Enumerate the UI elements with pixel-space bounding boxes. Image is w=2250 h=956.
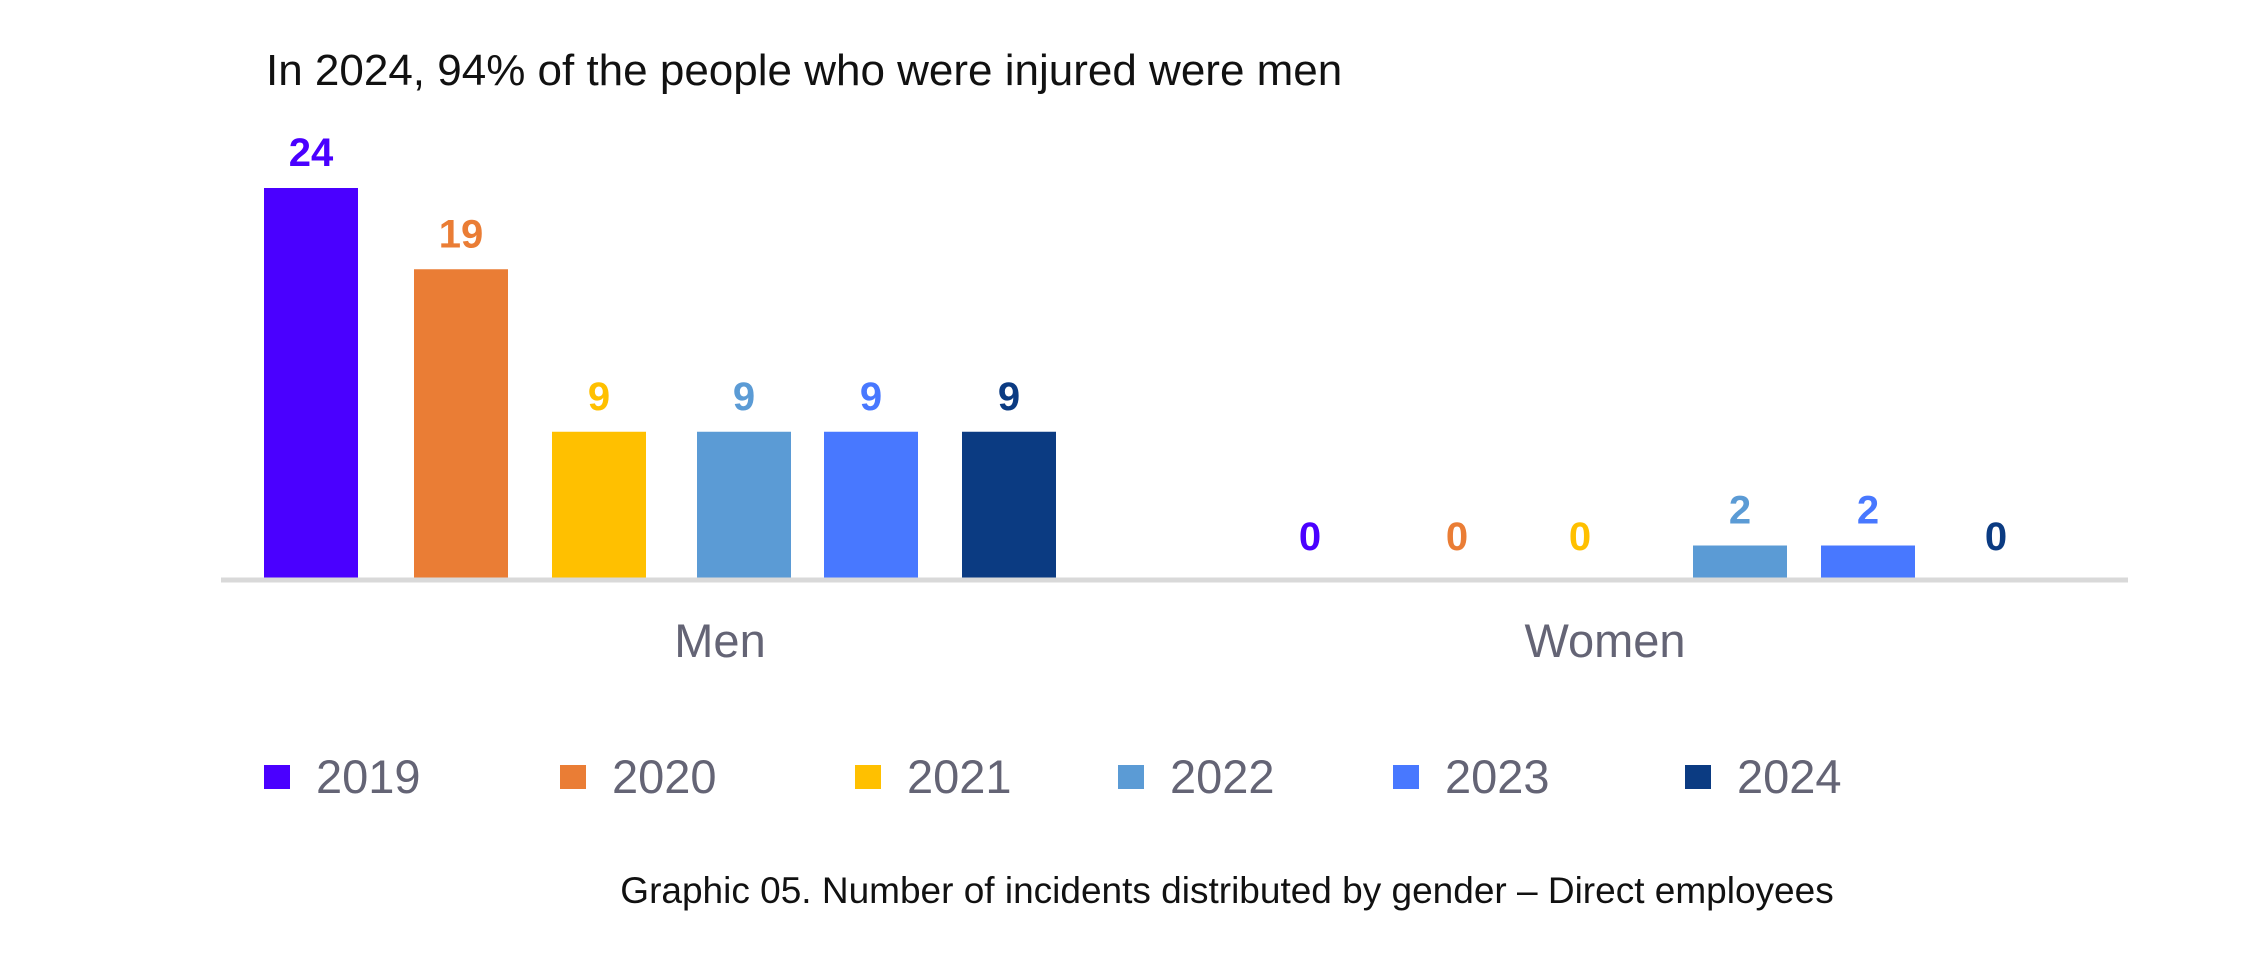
category-label-women: Women — [1524, 614, 1685, 667]
legend-label: 2019 — [316, 750, 421, 803]
data-label-women-2020: 0 — [1446, 515, 1468, 559]
bar-men-2022 — [697, 431, 791, 578]
bar-men-2019 — [264, 188, 358, 578]
data-labels-group: 24 19 9 9 9 9 0 0 0 2 2 0 — [289, 131, 2007, 559]
bar-men-2021 — [552, 431, 646, 578]
legend-item-2022: 2022 — [1118, 752, 1275, 802]
data-label-men-2022: 9 — [733, 375, 755, 419]
data-label-women-2022: 2 — [1729, 489, 1751, 533]
category-label-men: Men — [674, 614, 765, 667]
legend-swatch-icon — [264, 765, 290, 789]
legend-item-2024: 2024 — [1685, 752, 1842, 802]
legend-item-2019: 2019 — [264, 752, 421, 802]
legend-label: 2022 — [1170, 750, 1275, 803]
bar-men-2024 — [962, 431, 1056, 578]
legend-swatch-icon — [1685, 765, 1711, 789]
bar-women-2023 — [1821, 545, 1915, 578]
legend-swatch-icon — [1118, 765, 1144, 789]
category-labels-group: Men Women — [674, 614, 1685, 667]
legend-item-2020: 2020 — [560, 752, 717, 802]
legend-swatch-icon — [1393, 765, 1419, 789]
chart-caption: Graphic 05. Number of incidents distribu… — [620, 870, 1834, 911]
legend-label: 2020 — [612, 750, 717, 803]
data-label-men-2023: 9 — [860, 375, 882, 419]
legend-item-2021: 2021 — [855, 752, 1012, 802]
bar-men-2020 — [414, 269, 508, 578]
bars-group — [264, 188, 1915, 578]
data-label-women-2024: 0 — [1985, 515, 2007, 559]
data-label-women-2021: 0 — [1569, 515, 1591, 559]
data-label-men-2020: 19 — [439, 212, 484, 256]
bar-men-2023 — [824, 431, 918, 578]
legend-label: 2023 — [1445, 750, 1550, 803]
data-label-men-2019: 24 — [289, 131, 334, 175]
legend: 2019 2020 2021 2022 2023 2024 — [0, 752, 2250, 802]
data-label-men-2021: 9 — [588, 375, 610, 419]
legend-swatch-icon — [560, 765, 586, 789]
bar-women-2022 — [1693, 545, 1787, 578]
legend-label: 2024 — [1737, 750, 1842, 803]
legend-item-2023: 2023 — [1393, 752, 1550, 802]
data-label-women-2023: 2 — [1857, 489, 1879, 533]
legend-swatch-icon — [855, 765, 881, 789]
data-label-men-2024: 9 — [998, 375, 1020, 419]
chart-title: In 2024, 94% of the people who were inju… — [266, 46, 1343, 95]
legend-label: 2021 — [907, 750, 1012, 803]
data-label-women-2019: 0 — [1299, 515, 1321, 559]
